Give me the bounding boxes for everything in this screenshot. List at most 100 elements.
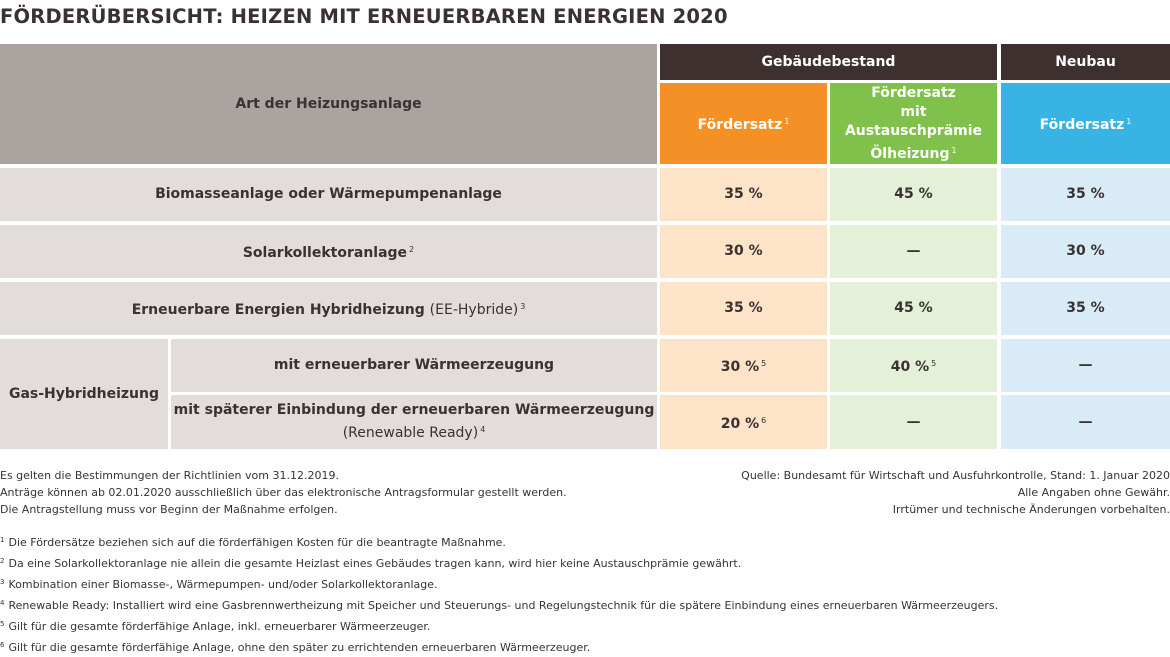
row-label-gas-hybrid: Gas-Hybridheizung: [0, 339, 168, 449]
gas-hybrid-label: Gas-Hybridheizung: [8, 385, 160, 402]
header-bestand: Gebäudebestand: [660, 44, 997, 80]
header-austausch-line2: mit Austauschprämie: [844, 103, 983, 139]
source-line: Quelle: Bundesamt für Wirtschaft und Aus…: [741, 469, 1170, 482]
value-wrap: 20 % 6: [721, 411, 766, 434]
footnote-text: Gilt für die gesamte förderfähige Anlage…: [8, 620, 431, 633]
value: 35 %: [724, 300, 763, 316]
footnote: 5 Gilt für die gesamte förderfähige Anlag…: [0, 615, 998, 636]
footnote-ref: 4: [480, 425, 486, 434]
header-art-label: Art der Heizungsanlage: [235, 95, 422, 112]
value-wrap: 40 % 5: [891, 354, 936, 377]
cell-austausch: —: [830, 225, 997, 278]
cell-neubau: 30 %: [1001, 225, 1170, 278]
footnote-ref: 5: [761, 359, 767, 368]
value: 30 %: [720, 359, 760, 375]
cell-bestand: 30 % 5: [660, 339, 827, 392]
cell-austausch: —: [830, 395, 997, 449]
header-foerdersatz-label: Fördersatz: [697, 117, 783, 133]
value-wrap: 30 % 5: [721, 354, 766, 377]
header-neubau-foerdersatz: Fördersatz 1: [1001, 83, 1170, 164]
footnote-number: 5: [0, 620, 5, 628]
footnote-number: 4: [0, 599, 5, 607]
header-austausch: Fördersatz mit Austauschprämie Ölheizung…: [830, 83, 997, 164]
header-foerdersatz: Fördersatz 1: [660, 83, 827, 164]
note-line: Die Antragstellung muss vor Beginn der M…: [0, 503, 338, 516]
header-neubau: Neubau: [1001, 44, 1170, 80]
value: —: [1078, 357, 1093, 373]
sub-label: mit erneuerbarer Wärmeerzeugung: [273, 357, 555, 373]
cell-neubau: —: [1001, 339, 1170, 392]
header-bestand-label: Gebäudebestand: [761, 53, 896, 70]
note-line: Es gelten die Bestimmungen der Richtlini…: [0, 469, 339, 482]
value: 30 %: [724, 243, 763, 259]
value: 20 %: [720, 415, 760, 432]
disclaimer-line: Irrtümer und technische Änderungen vorbe…: [892, 503, 1170, 516]
row-label-text: Solarkollektoranlage 2: [243, 240, 414, 263]
cell-austausch: 40 % 5: [830, 339, 997, 392]
footnote: 1 Die Fördersätze beziehen sich auf die f…: [0, 531, 998, 552]
value: 35 %: [1066, 300, 1105, 316]
value: 35 %: [724, 186, 763, 202]
footnote-number: 3: [0, 578, 5, 586]
footnote: 2 Da eine Solarkollektoranlage nie allein…: [0, 552, 998, 573]
footnote: 6 Gilt für die gesamte förderfähige Anlag…: [0, 636, 998, 657]
header-austausch-line1: Fördersatz: [871, 84, 956, 101]
footnote: 3 Kombination einer Biomasse-, Wärmepumpe…: [0, 573, 998, 594]
footnote-text: Gilt für die gesamte förderfähige Anlage…: [8, 641, 591, 654]
row-label: Erneuerbare Energien Hybridheizung (EE-H…: [0, 282, 657, 335]
header-neubau-foerdersatz-text: Fördersatz 1: [1040, 112, 1132, 135]
footnote-ref: 1: [1126, 117, 1132, 126]
footnotes: 1 Die Fördersätze beziehen sich auf die f…: [0, 531, 998, 657]
footnote-ref: 1: [951, 145, 957, 155]
sub-label-line2: (Renewable Ready) 4: [343, 420, 486, 443]
footnote-text: Kombination einer Biomasse-, Wärmepumpen…: [8, 578, 438, 591]
header-austausch-line3-wrap: Ölheizung 1: [870, 141, 956, 164]
header-neubau-foerdersatz-label: Fördersatz: [1039, 117, 1125, 133]
cell-austausch: 45 %: [830, 282, 997, 335]
footnote-number: 1: [0, 536, 5, 544]
footnote-ref: 3: [520, 302, 526, 311]
row-label-text: Biomasseanlage oder Wärmepumpenanlage: [155, 186, 502, 202]
header-neubau-label: Neubau: [1055, 53, 1116, 70]
footnote-text: Die Fördersätze beziehen sich auf die fö…: [8, 536, 506, 549]
row-label-sub: mit erneuerbarer Wärmeerzeugung: [171, 339, 657, 392]
cell-bestand: 35 %: [660, 282, 827, 335]
value: —: [906, 413, 921, 430]
footnote: 4 Renewable Ready: Installiert wird eine …: [0, 594, 998, 615]
cell-bestand: 35 %: [660, 168, 827, 221]
row-label: Biomasseanlage oder Wärmepumpenanlage: [0, 168, 657, 221]
row-label-main: Solarkollektoranlage: [242, 245, 408, 261]
notes-left: Es gelten die Bestimmungen der Richtlini…: [0, 467, 567, 518]
header-art: Art der Heizungsanlage: [0, 44, 657, 164]
row-label-sub: mit späterer Einbindung der erneuerbaren…: [171, 395, 657, 449]
cell-neubau: 35 %: [1001, 282, 1170, 335]
value: 30 %: [1066, 243, 1105, 259]
header-foerdersatz-text: Fördersatz 1: [698, 112, 790, 135]
cell-neubau: —: [1001, 395, 1170, 449]
page-title: FÖRDERÜBERSICHT: HEIZEN MIT ERNEUERBAREN…: [0, 5, 728, 28]
cell-austausch: 45 %: [830, 168, 997, 221]
header-austausch-line3: Ölheizung: [870, 145, 950, 162]
row-label: Solarkollektoranlage 2: [0, 225, 657, 278]
footnote-text: Renewable Ready: Installiert wird eine G…: [8, 599, 999, 612]
value: —: [906, 243, 921, 259]
value: 35 %: [1066, 186, 1105, 202]
row-label-suffix: (EE-Hybride): [429, 302, 519, 318]
sub-label-suffix: (Renewable Ready): [342, 425, 479, 441]
cell-neubau: 35 %: [1001, 168, 1170, 221]
value: 45 %: [894, 186, 933, 202]
note-line: Anträge können ab 02.01.2020 ausschließl…: [0, 486, 567, 499]
cell-bestand: 30 %: [660, 225, 827, 278]
footnote-text: Da eine Solarkollektoranlage nie allein …: [8, 557, 742, 570]
disclaimer-line: Alle Angaben ohne Gewähr.: [1017, 486, 1170, 499]
row-label-text: Erneuerbare Energien Hybridheizung (EE-H…: [132, 297, 526, 320]
cell-bestand: 20 % 6: [660, 395, 827, 449]
value: —: [1078, 413, 1093, 430]
sub-label: mit späterer Einbindung der erneuerbaren…: [173, 402, 655, 418]
footnote-number: 6: [0, 641, 5, 649]
value: 45 %: [894, 300, 933, 316]
value: 40 %: [890, 359, 930, 375]
footnote-number: 2: [0, 557, 5, 565]
row-label-main: Erneuerbare Energien Hybridheizung: [131, 302, 425, 318]
footnote-ref: 1: [784, 117, 790, 126]
